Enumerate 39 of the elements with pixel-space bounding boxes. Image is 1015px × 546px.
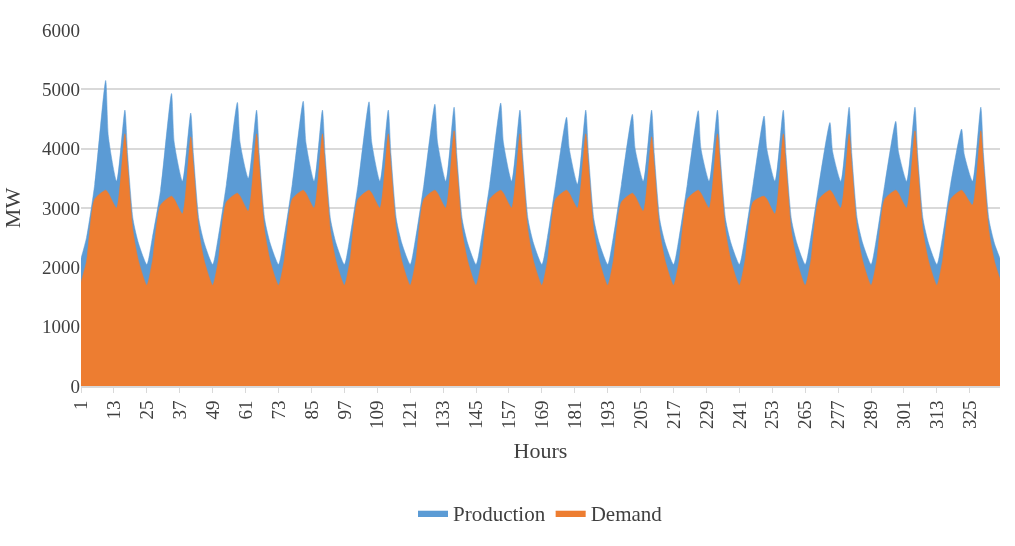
x-tick-label: 37 bbox=[168, 400, 190, 420]
x-tick-label: 265 bbox=[794, 400, 816, 430]
x-tick-label: 277 bbox=[827, 400, 849, 430]
y-tick-label: 4000 bbox=[42, 138, 80, 160]
y-tick-label: 1000 bbox=[42, 316, 80, 338]
x-tick-label: 13 bbox=[103, 400, 125, 420]
x-tick-label: 133 bbox=[432, 400, 454, 430]
x-tick-label: 181 bbox=[563, 400, 585, 430]
x-tick-label: 1 bbox=[70, 400, 92, 411]
x-tick-label: 145 bbox=[465, 400, 487, 430]
x-tick-label: 217 bbox=[662, 400, 684, 430]
x-tick-label: 241 bbox=[728, 400, 750, 430]
x-tick-label: 205 bbox=[629, 400, 651, 430]
x-tick-label: 313 bbox=[926, 400, 948, 430]
x-tick-label: 253 bbox=[761, 400, 783, 430]
y-axis-title: MW bbox=[0, 187, 25, 229]
x-tick-label: 193 bbox=[596, 400, 618, 430]
x-tick-label: 25 bbox=[136, 400, 158, 420]
x-tick-label: 169 bbox=[531, 400, 553, 430]
x-axis-title: Hours bbox=[513, 438, 568, 464]
x-tick-label: 289 bbox=[860, 400, 882, 430]
x-tick-label: 121 bbox=[399, 400, 421, 430]
x-tick-label: 157 bbox=[498, 400, 520, 430]
y-tick-label: 2000 bbox=[42, 256, 80, 278]
x-tick-label: 109 bbox=[366, 400, 388, 430]
x-tick-label: 61 bbox=[234, 400, 256, 420]
x-tick-label: 325 bbox=[958, 400, 980, 430]
legend-label: Demand bbox=[590, 502, 663, 527]
y-tick-label: 5000 bbox=[42, 78, 80, 100]
x-tick-label: 49 bbox=[201, 400, 223, 420]
y-tick-label: 3000 bbox=[42, 197, 80, 219]
x-tick-label: 97 bbox=[333, 400, 355, 420]
y-tick-label: 6000 bbox=[42, 19, 80, 41]
x-tick-label: 85 bbox=[300, 400, 322, 420]
x-tick-label: 73 bbox=[267, 400, 289, 420]
legend-label: Production bbox=[453, 502, 546, 527]
x-tick-label: 229 bbox=[695, 400, 717, 430]
y-tick-label: 0 bbox=[70, 375, 80, 397]
x-tick-label: 301 bbox=[893, 400, 915, 430]
